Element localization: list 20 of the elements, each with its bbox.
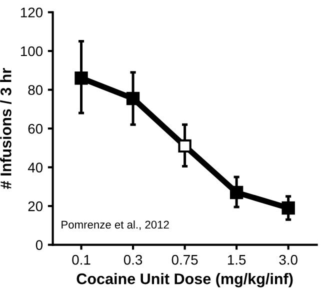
point [282,201,295,215]
x-tick-label: 0.75 [172,254,198,265]
point [230,186,244,200]
x-tick-label: 1.5 [228,255,246,265]
y-tick-label: 20 [28,201,43,212]
x-axis-title: Cocaine Unit Dose (mg/kg/inf) [76,273,293,288]
y-tick-label: 120 [20,8,43,18]
y-tick-label: 100 [20,46,43,56]
y-tick-label: 60 [28,124,43,134]
point [74,72,88,85]
y-axis-title: # Infusions / 3 hr [0,68,12,189]
point [126,92,140,106]
x-tick-label: 3.0 [279,254,298,265]
y-tick-label: 0 [36,240,43,250]
y-tick-label: 80 [28,85,43,95]
point [178,139,192,153]
x-tick-label: 0.1 [72,254,90,265]
x-tick-label: 0.3 [124,254,142,265]
annotation: Pomrenze et al., 2012 [62,220,169,230]
y-tick-label: 40 [28,162,43,172]
